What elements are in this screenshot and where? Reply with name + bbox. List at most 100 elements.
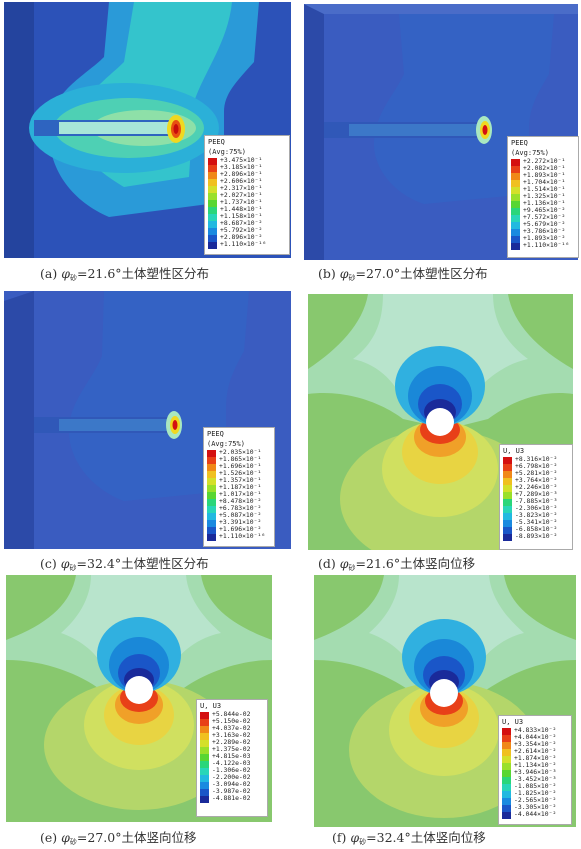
legend-value: +1.375e-02 [212,745,251,753]
legend-value: +5.281×10⁻² [515,469,558,477]
legend-swatch [207,450,216,457]
legend-value: +4.833×10⁻² [514,726,557,734]
legend-swatch [502,742,511,749]
legend-swatch [502,791,511,798]
legend-swatch [200,796,209,803]
caption-sub-b: 砂 [348,274,356,282]
legend-value: +2.317×10⁻¹ [220,184,263,192]
legend-value: +1.110×10⁻¹⁶ [219,532,266,540]
legend-value: +7.289×10⁻³ [515,490,558,498]
legend-swatch [208,193,217,200]
legend-value: +1.704×10⁻¹ [523,178,566,186]
legend-swatch [200,789,209,796]
legend-swatch [207,499,216,506]
caption-text-d: 土体竖向位移 [400,556,476,571]
caption-value-c: =32.4° [76,556,122,571]
legend-swatch [511,222,520,229]
legend-swatch [511,194,520,201]
legend-swatch [503,485,512,492]
legend-swatch [207,506,216,513]
legend-value: +1.158×10⁻¹ [220,212,263,220]
legend-swatch [502,735,511,742]
legend-value: +1.696×10⁻² [219,525,262,533]
legend-value: +2.614×10⁻² [514,747,557,755]
legend-value: +1.448×10⁻¹ [220,205,263,213]
legend-swatch [503,492,512,499]
legend-value: +2.082×10⁻¹ [523,164,566,172]
caption-value-a: =21.6° [76,266,122,281]
legend-swatch [511,229,520,236]
legend-swatch [502,784,511,791]
legend-value: +1.134×10⁻² [514,761,557,769]
legend-a: PEEQ (Avg:75%) +3.475×10⁻¹ +3.185×10⁻¹ +2.… [204,135,290,255]
legend-swatch [511,236,520,243]
legend-value: -2.565×10⁻² [514,796,557,804]
legend-swatch [208,186,217,193]
legend-value: +1.136×10⁻¹ [523,199,566,207]
legend-swatch [502,798,511,805]
legend-value: +4.044×10⁻² [514,733,557,741]
caption-phi-c: φ [60,556,70,571]
legend-swatch [200,761,209,768]
contour-plot-a [4,2,291,258]
legend-swatch [503,506,512,513]
legend-swatch [511,173,520,180]
legend-swatch [208,207,217,214]
legend-value: +1.110×10⁻¹⁶ [523,241,570,249]
legend-value: +3.163e-02 [212,731,251,739]
legend-value: -1.085×10⁻² [514,782,557,790]
legend-title-b: PEEQ [511,139,528,147]
legend-value: +5.679×10⁻² [523,220,566,228]
caption-label-f: (f) [332,830,347,845]
caption-label-c: (c) [40,556,57,571]
legend-value: +3.786×10⁻² [523,227,566,235]
caption-text-e: 土体竖向位移 [121,830,197,845]
legend-value: +5.792×10⁻² [220,226,263,234]
legend-value: +5.844e-02 [212,710,251,718]
legend-value: -5.341×10⁻² [515,518,558,526]
legend-swatch [503,534,512,541]
legend-value: +3.475×10⁻¹ [220,156,263,164]
legend-value: +2.272×10⁻¹ [523,157,566,165]
caption-phi-d: φ [339,556,349,571]
contour-plot-f [314,575,576,827]
legend-value: +1.187×10⁻¹ [219,483,262,491]
legend-value: -6.858×10⁻² [515,525,558,533]
contour-plot-d [308,294,573,550]
panel-d: U, U3 +8.316×10⁻² +6.798×10⁻² +5.281×10⁻² +… [308,294,573,550]
legend-value: +2.246×10⁻² [515,483,558,491]
legend-swatch [502,728,511,735]
legend-swatch [502,770,511,777]
panel-a: PEEQ (Avg:75%) +3.475×10⁻¹ +3.185×10⁻¹ +2.… [4,2,291,258]
legend-swatch [502,756,511,763]
legend-swatch [208,221,217,228]
legend-value: +2.896×10⁻¹ [220,170,263,178]
legend-swatch [207,492,216,499]
legend-title-c: PEEQ [207,430,224,438]
legend-value: +3.185×10⁻¹ [220,163,263,171]
legend-value: +9.465×10⁻² [523,206,566,214]
legend-value: -4.881e-02 [212,794,251,802]
caption-value-d: =21.6° [355,556,401,571]
legend-value: +3.391×10⁻² [219,518,262,526]
legend-swatch [208,228,217,235]
legend-value: -3.452×10⁻³ [514,775,557,783]
legend-subtitle-c: (Avg:75%) [207,440,245,448]
legend-swatch [207,485,216,492]
legend-value: +2.289e-02 [212,738,251,746]
legend-swatch [511,208,520,215]
legend-value: -3.094e-02 [212,780,251,788]
legend-value: +6.798×10⁻² [515,462,558,470]
caption-sub-a: 砂 [69,274,77,282]
legend-value: +1.696×10⁻¹ [219,462,262,470]
caption-phi-b: φ [339,266,349,281]
legend-swatch [503,464,512,471]
legend-swatch [207,464,216,471]
legend-e: U, U3 +5.844e-02 +5.150e-02 +4.037e-02 +3.1… [196,699,268,817]
panel-b: PEEQ (Avg:75%) +2.272×10⁻¹ +2.082×10⁻¹ +1.… [304,4,579,260]
caption-e: (e) φ砂=27.0°土体竖向位移 [40,827,196,847]
legend-value: -8.893×10⁻² [515,532,558,540]
legend-swatch [200,726,209,733]
legend-value: +1.893×10⁻² [523,234,566,242]
legend-swatch [200,733,209,740]
